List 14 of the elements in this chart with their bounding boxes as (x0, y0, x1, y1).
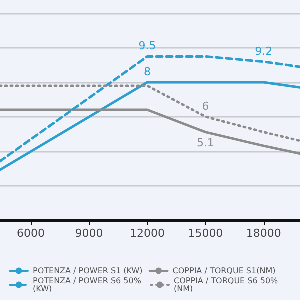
legend-label: POTENZA / POWER S1 (KW) (33, 266, 143, 276)
x-tick-label: 9000 (75, 227, 104, 240)
legend-label: COPPIA / TORQUE S1(NM) (172, 266, 276, 276)
data-label: 8 (144, 66, 151, 78)
data-label: 9.2 (255, 44, 273, 58)
data-label: 5.1 (196, 136, 214, 150)
data-label: 9.5 (138, 40, 156, 53)
legend-label: POTENZA / POWER S6 50% (KW) (33, 276, 144, 294)
legend-label: COPPIA / TORQUE S6 50% (NM) (174, 276, 281, 294)
x-tick-label: 18000 (246, 227, 282, 240)
x-tick-label: 6000 (17, 227, 46, 240)
data-label: 6 (202, 100, 210, 113)
x-tick-label: 15000 (188, 227, 224, 240)
x-tick-label: 12000 (130, 227, 165, 240)
